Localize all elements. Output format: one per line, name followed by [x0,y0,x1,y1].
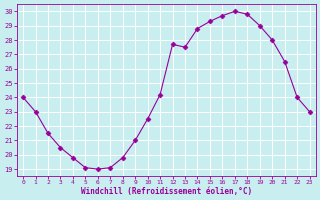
X-axis label: Windchill (Refroidissement éolien,°C): Windchill (Refroidissement éolien,°C) [81,187,252,196]
